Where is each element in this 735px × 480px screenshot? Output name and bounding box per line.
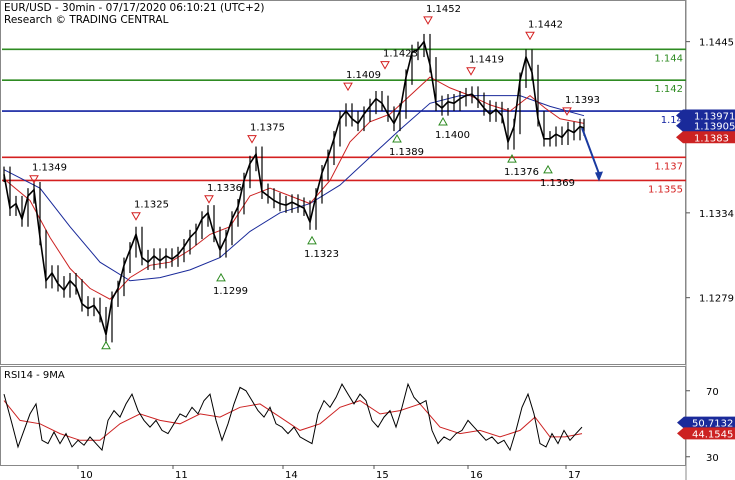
high-label: 1.1409	[346, 70, 381, 81]
level-label: 1.144	[654, 53, 683, 64]
price-tag-label: 1.13905	[694, 122, 735, 133]
price-series	[3, 33, 585, 343]
level-label: 1.137	[654, 161, 683, 172]
high-label: 1.1325	[134, 200, 169, 211]
low-label: 1.1369	[540, 178, 575, 189]
high-label: 1.1349	[32, 163, 67, 174]
x-tick-label: 14	[285, 470, 298, 480]
high-label: 1.1452	[426, 4, 461, 15]
high-label: 1.1419	[469, 55, 504, 66]
price-tag-shape	[676, 109, 735, 122]
high-marker	[131, 212, 141, 221]
low-marker	[216, 272, 226, 282]
low-marker	[543, 164, 553, 174]
forecast-arrow	[581, 127, 603, 182]
x-tick-label: 11	[175, 470, 188, 480]
price-tag-label: 1.1383	[694, 133, 729, 144]
low-marker	[507, 154, 517, 163]
low-label: 1.1389	[389, 147, 424, 158]
low-label: 1.1376	[504, 167, 539, 178]
level-lines: 1.144 1.142 1.14 1.137 1.1355	[2, 48, 686, 195]
high-marker	[247, 135, 257, 144]
rsi-tag: 50.7132	[677, 416, 735, 430]
x-tick-label: 17	[568, 470, 581, 480]
forecast-arrow-shaft	[581, 127, 601, 177]
price-tag: 1.13905	[676, 119, 735, 133]
high-marker	[29, 175, 39, 184]
forecast-arrow-head	[595, 171, 603, 182]
rsi-panel-frame	[0, 366, 686, 466]
x-tick-label: 10	[80, 470, 93, 480]
rsi-y-tick-label: 30	[706, 453, 719, 464]
high-marker	[204, 195, 214, 204]
chart-title: EUR/USD - 30min - 07/17/2020 06:10:21 (U…	[4, 2, 265, 14]
high-label: 1.1336	[207, 183, 242, 194]
rsi-series	[3, 382, 583, 452]
rsi-panel-label: RSI14 - 9MA	[4, 370, 65, 381]
high-marker	[343, 82, 353, 92]
rsi-tag: 44.1545	[677, 427, 735, 440]
price-line	[3, 39, 585, 335]
ma-slow-line	[3, 95, 585, 282]
price-y-axis: 1.1445 1.1334 1.1279	[686, 38, 734, 305]
moving-averages	[3, 76, 585, 300]
high-label: 1.1393	[565, 95, 600, 106]
level-label: 1.14	[661, 115, 683, 126]
swing-annotations: 1.1349 1.1325 1.1336 1.1299 1.1375 1.1323 1.14…	[29, 4, 600, 350]
price-tag-shape	[676, 119, 735, 132]
low-label: 1.1323	[304, 249, 339, 260]
high-label: 1.1423	[383, 49, 418, 60]
low-marker	[392, 134, 402, 143]
high-label: 1.1442	[528, 19, 563, 30]
rsi-tag-label: 50.7132	[692, 419, 733, 430]
price-tag-label: 1.13971	[694, 112, 735, 123]
price-tag-shape	[676, 131, 735, 144]
high-marker	[466, 67, 476, 76]
low-label: 1.1400	[435, 130, 470, 141]
high-marker	[525, 31, 535, 41]
chart-credit: Research © TRADING CENTRAL	[4, 14, 169, 26]
level-label: 1.1355	[648, 184, 683, 195]
low-marker	[101, 340, 111, 350]
high-marker	[562, 107, 572, 116]
price-tag: 1.13971	[676, 109, 735, 123]
rsi-y-tick-label: 70	[706, 387, 719, 398]
rsi-tag-shape	[677, 416, 735, 429]
rsi-ma-line	[3, 400, 583, 441]
rsi-tag-label: 44.1545	[692, 429, 733, 440]
x-tick-label: 16	[470, 470, 483, 480]
price-y-tick-label: 1.1279	[699, 294, 734, 305]
x-tick-label: 15	[376, 470, 389, 480]
rsi-tag-shape	[677, 427, 735, 440]
price-y-tick-label: 1.1334	[699, 209, 734, 220]
high-marker	[423, 16, 433, 25]
low-label: 1.1299	[213, 286, 248, 297]
high-label: 1.1375	[250, 123, 285, 134]
high-marker	[380, 61, 390, 70]
low-marker	[438, 117, 448, 126]
level-label: 1.142	[654, 84, 683, 95]
time-x-axis: 10 11 14 15 16 17	[77, 465, 581, 480]
low-marker	[307, 235, 317, 245]
ma-fast-line	[3, 76, 585, 300]
price-y-tick-label: 1.1445	[699, 38, 734, 49]
price-tag: 1.1383	[676, 131, 735, 144]
rsi-line	[3, 382, 583, 452]
